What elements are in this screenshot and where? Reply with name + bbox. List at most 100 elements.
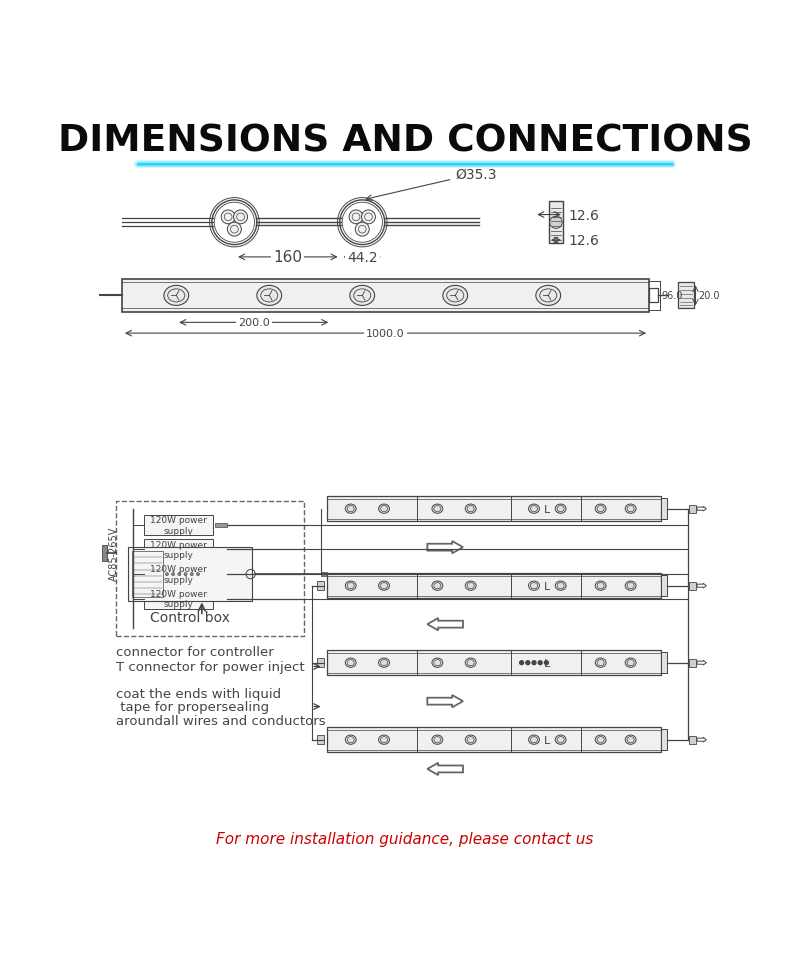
Ellipse shape (625, 581, 636, 591)
Circle shape (178, 573, 181, 576)
Circle shape (228, 223, 242, 236)
Text: For more installation guidance, please contact us: For more installation guidance, please c… (216, 831, 593, 846)
Bar (327, 497, 660, 522)
Bar (689, 659, 696, 667)
Circle shape (362, 210, 375, 225)
Bar (322, 572, 327, 577)
Ellipse shape (529, 505, 540, 514)
Circle shape (190, 573, 194, 576)
Circle shape (538, 661, 542, 665)
Ellipse shape (555, 581, 566, 591)
Text: connector for controller: connector for controller (116, 645, 273, 658)
FancyArrow shape (697, 738, 706, 742)
FancyArrow shape (427, 696, 463, 707)
Ellipse shape (378, 581, 389, 591)
Text: T connector for power inject: T connector for power inject (116, 660, 304, 674)
Circle shape (532, 661, 536, 665)
Bar (660, 499, 667, 520)
Ellipse shape (432, 581, 442, 591)
Bar (327, 651, 660, 676)
Ellipse shape (465, 505, 476, 514)
Ellipse shape (595, 505, 606, 514)
Ellipse shape (378, 658, 389, 668)
Text: Ø35.3: Ø35.3 (367, 167, 497, 201)
Text: aroundall wires and conductors: aroundall wires and conductors (116, 714, 325, 727)
Ellipse shape (432, 658, 442, 668)
Bar (689, 736, 696, 744)
Ellipse shape (465, 581, 476, 591)
Ellipse shape (443, 286, 468, 307)
Ellipse shape (625, 505, 636, 514)
Bar (116, 502, 304, 636)
FancyArrow shape (427, 618, 463, 630)
Circle shape (349, 210, 363, 225)
Text: DIMENSIONS AND CONNECTIONS: DIMENSIONS AND CONNECTIONS (58, 124, 752, 160)
Text: tape for propersealing: tape for propersealing (116, 701, 269, 713)
Ellipse shape (345, 581, 356, 591)
Ellipse shape (378, 735, 389, 745)
Bar (215, 597, 228, 602)
Ellipse shape (432, 505, 442, 514)
Text: L: L (544, 735, 551, 745)
Bar (122, 280, 649, 312)
Ellipse shape (536, 286, 561, 307)
Bar (660, 653, 667, 674)
Text: coat the ends with liquid: coat the ends with liquid (116, 687, 281, 701)
Circle shape (526, 661, 530, 665)
Text: L: L (544, 658, 551, 668)
Ellipse shape (529, 735, 540, 745)
FancyArrow shape (697, 506, 706, 511)
Ellipse shape (378, 505, 389, 514)
Circle shape (550, 217, 562, 229)
Ellipse shape (465, 658, 476, 668)
Bar (88, 293, 91, 299)
Text: 12.6: 12.6 (568, 234, 600, 248)
Text: 120W power
supply: 120W power supply (150, 540, 207, 559)
Text: 200.0: 200.0 (238, 318, 269, 328)
Text: 120W power
supply: 120W power supply (150, 589, 207, 609)
Bar (689, 505, 696, 513)
FancyArrow shape (697, 583, 706, 588)
Text: 1000.0: 1000.0 (367, 329, 404, 339)
Text: Control box: Control box (150, 610, 230, 625)
Bar (660, 576, 667, 597)
Ellipse shape (625, 658, 636, 668)
Circle shape (165, 573, 168, 576)
Circle shape (356, 223, 369, 236)
Text: L: L (544, 581, 551, 591)
Bar (327, 727, 660, 752)
Ellipse shape (595, 581, 606, 591)
Ellipse shape (555, 505, 566, 514)
Bar (660, 729, 667, 751)
Bar (144, 515, 213, 535)
Circle shape (520, 661, 524, 665)
Circle shape (544, 661, 548, 665)
Ellipse shape (595, 658, 606, 668)
FancyArrow shape (697, 660, 706, 665)
Bar (215, 572, 228, 577)
Bar (318, 735, 323, 745)
Ellipse shape (350, 286, 374, 307)
Text: 120W power
supply: 120W power supply (150, 565, 207, 584)
Ellipse shape (555, 735, 566, 745)
Circle shape (221, 210, 235, 225)
Bar (649, 289, 658, 303)
Ellipse shape (345, 505, 356, 514)
Ellipse shape (257, 286, 282, 307)
Ellipse shape (432, 735, 442, 745)
Bar (132, 552, 163, 598)
Bar (679, 283, 694, 309)
Bar (318, 658, 323, 668)
Ellipse shape (465, 735, 476, 745)
Ellipse shape (595, 735, 606, 745)
Bar (144, 564, 213, 584)
Circle shape (234, 210, 247, 225)
Circle shape (184, 573, 187, 576)
Text: 20.0: 20.0 (698, 291, 720, 301)
Circle shape (171, 573, 175, 576)
Circle shape (197, 573, 200, 576)
Bar (102, 546, 107, 561)
Ellipse shape (345, 658, 356, 668)
Text: L: L (544, 505, 551, 514)
Ellipse shape (345, 735, 356, 745)
